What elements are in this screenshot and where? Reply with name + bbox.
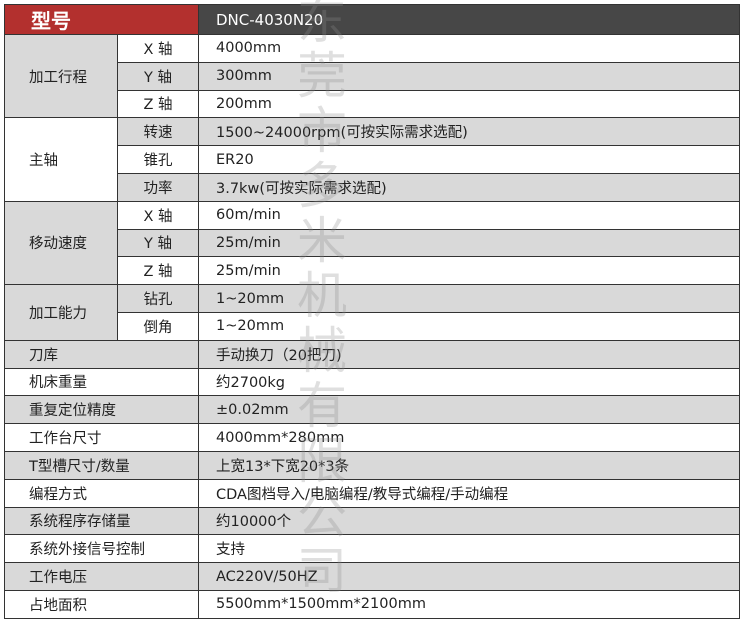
spec-label: 重复定位精度 — [4, 395, 199, 425]
table-row: 工作台尺寸 4000mm*280mm — [4, 423, 740, 452]
spec-value: 约2700kg — [198, 367, 740, 397]
spec-sublabel: X 轴 — [117, 34, 199, 63]
spec-value: 支持 — [198, 534, 740, 564]
spec-value: CDA图档导入/电脑编程/教导式编程/手动编程 — [198, 478, 740, 508]
spec-sublabel: 倒角 — [117, 311, 199, 341]
table-row: Z 轴 25m/min — [5, 256, 740, 286]
spec-value: 25m/min — [198, 228, 740, 258]
table-row: 机床重量 约2700kg — [4, 367, 740, 397]
table-row: 刀库 手动换刀（20把刀) — [4, 339, 740, 369]
spec-value: 25m/min — [198, 256, 740, 286]
spec-value: 手动换刀（20把刀) — [198, 339, 740, 369]
table-row: 占地面积 5500mm*1500mm*2100mm — [4, 589, 740, 619]
spec-sublabel: 转速 — [117, 117, 199, 147]
spec-sublabel: Y 轴 — [117, 61, 199, 91]
table-row: 移动速度 X 轴 60m/min — [4, 200, 740, 286]
spec-sublabel: Z 轴 — [117, 256, 199, 286]
table-row: 加工行程 X 轴 4000mm — [4, 33, 740, 119]
spec-value: 4000mm*280mm — [198, 423, 740, 452]
table-row: 主轴 转速 1500~24000rpm(可按实际需求选配) — [4, 117, 740, 202]
spec-value: 1~20mm — [198, 284, 740, 313]
group-label: 移动速度 — [4, 200, 118, 286]
spec-sublabel: 功率 — [117, 172, 199, 202]
spec-label: T型槽尺寸/数量 — [4, 450, 199, 480]
spec-value: 1500~24000rpm(可按实际需求选配) — [198, 117, 740, 147]
spec-sublabel: X 轴 — [117, 200, 199, 230]
table-row: 加工能力 钻孔 1~20mm — [4, 284, 740, 341]
spec-sublabel: 钻孔 — [117, 284, 199, 313]
spec-value: 4000mm — [198, 34, 740, 63]
spec-value: 上宽13*下宽20*3条 — [198, 450, 740, 480]
spec-label: 工作电压 — [4, 562, 199, 591]
spec-label: 系统外接信号控制 — [4, 534, 199, 564]
table-row: 编程方式 CDA图档导入/电脑编程/教导式编程/手动编程 — [4, 478, 740, 508]
table-row: 锥孔 ER20 — [5, 145, 740, 174]
table-row: 功率 3.7kw(可按实际需求选配) — [5, 172, 740, 202]
spec-label: 机床重量 — [4, 367, 199, 397]
spec-value: 300mm — [198, 61, 740, 91]
spec-label: 系统程序存储量 — [4, 506, 199, 536]
spec-value: ER20 — [198, 145, 740, 174]
table-row: T型槽尺寸/数量 上宽13*下宽20*3条 — [4, 450, 740, 480]
spec-label: 工作台尺寸 — [4, 423, 199, 452]
spec-value: 60m/min — [198, 200, 740, 230]
table-row: 倒角 1~20mm — [5, 311, 740, 341]
spec-label: 占地面积 — [4, 589, 199, 619]
group-label: 加工行程 — [4, 33, 118, 119]
spec-value: ±0.02mm — [198, 395, 740, 425]
model-value: DNC-4030N20 — [198, 4, 740, 35]
spec-sublabel: 锥孔 — [117, 145, 199, 174]
spec-value: 1~20mm — [198, 311, 740, 341]
spec-value: 3.7kw(可按实际需求选配) — [198, 172, 740, 202]
spec-value: 约10000个 — [198, 506, 740, 536]
header-row: 型号 DNC-4030N20 — [4, 4, 740, 35]
table-row: Y 轴 25m/min — [5, 228, 740, 258]
model-label: 型号 — [4, 4, 199, 35]
table-row: 系统外接信号控制 支持 — [4, 534, 740, 564]
table-row: 重复定位精度 ±0.02mm — [4, 395, 740, 425]
spec-value: 5500mm*1500mm*2100mm — [198, 589, 740, 619]
group-label: 主轴 — [4, 117, 118, 202]
spec-label: 刀库 — [4, 339, 199, 369]
spec-sublabel: Z 轴 — [117, 89, 199, 119]
spec-value: AC220V/50HZ — [198, 562, 740, 591]
table-row: Z 轴 200mm — [5, 89, 740, 119]
spec-value: 200mm — [198, 89, 740, 119]
table-row: 工作电压 AC220V/50HZ — [4, 562, 740, 591]
spec-sublabel: Y 轴 — [117, 228, 199, 258]
spec-label: 编程方式 — [4, 478, 199, 508]
table-row: 系统程序存储量 约10000个 — [4, 506, 740, 536]
group-label: 加工能力 — [4, 284, 118, 341]
